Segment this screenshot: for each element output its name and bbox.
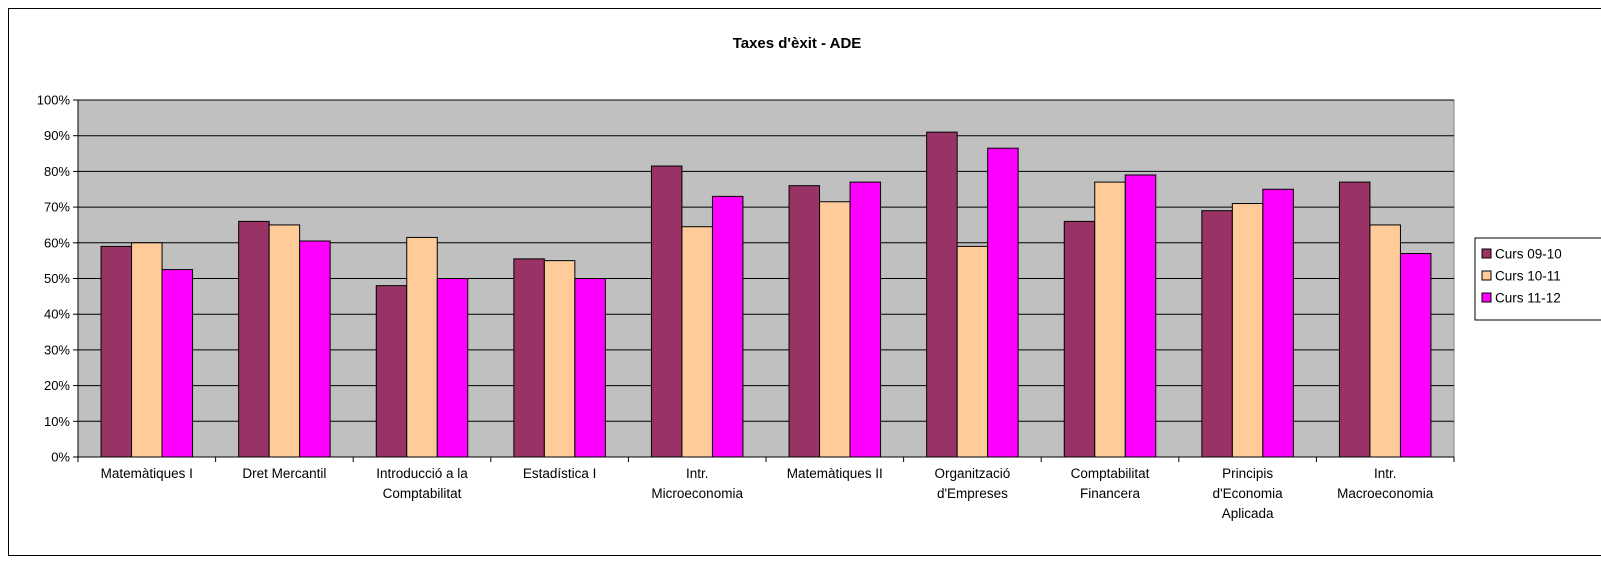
- y-tick-label: 10%: [44, 414, 70, 429]
- bar: [1399, 253, 1432, 458]
- legend-swatch: [1481, 270, 1492, 281]
- bar: [513, 258, 545, 458]
- bar: [711, 195, 744, 458]
- bar: [987, 147, 1019, 458]
- x-tick-label: Introducció a la Comptabilitat: [376, 466, 468, 501]
- bar: [299, 240, 331, 458]
- y-tick-label: 50%: [44, 271, 70, 286]
- x-tick-label: Estadística I: [523, 466, 597, 481]
- bar: [574, 278, 606, 458]
- bar: [1124, 174, 1157, 458]
- bar: [1369, 224, 1401, 458]
- bar: [788, 185, 821, 458]
- bar: [1063, 220, 1096, 458]
- bar: [650, 165, 683, 458]
- y-tick-label: 30%: [44, 342, 70, 357]
- bar: [819, 201, 851, 458]
- legend-label: Curs 11-12: [1495, 291, 1561, 306]
- chart-title: Taxes d'èxit - ADE: [733, 35, 862, 52]
- bar: [543, 260, 576, 458]
- bar: [681, 226, 713, 458]
- bar: [1231, 203, 1264, 458]
- bar: [161, 269, 194, 458]
- y-tick-label: 100%: [37, 93, 71, 108]
- x-tick-label: Intr. Macroeconomia: [1337, 466, 1434, 501]
- legend-label: Curs 09-10: [1495, 247, 1562, 262]
- x-tick-label: Intr. Microeconomia: [651, 466, 743, 501]
- y-tick-label: 0%: [51, 450, 70, 465]
- legend-swatch: [1481, 248, 1492, 259]
- bar: [406, 236, 438, 458]
- y-tick-label: 60%: [44, 235, 70, 250]
- bar: [926, 131, 958, 458]
- bar: [436, 278, 469, 458]
- x-tick-label: Comptabilitat Financera: [1071, 466, 1150, 501]
- bar: [100, 245, 133, 458]
- bar: [1201, 210, 1233, 458]
- y-tick-label: 80%: [44, 164, 70, 179]
- y-tick-label: 90%: [44, 128, 70, 143]
- bar: [268, 224, 301, 458]
- chart-frame: Taxes d'èxit - ADE 0% 10% 20% 30% 40% 50% 60% 7…: [8, 8, 1601, 556]
- bar: [849, 181, 882, 458]
- y-tick-label: 70%: [44, 200, 70, 215]
- y-tick-label: 20%: [44, 378, 70, 393]
- x-tick-label: Principis d'Economia Aplicada: [1213, 466, 1284, 521]
- bar: [1262, 188, 1294, 458]
- bar: [1094, 181, 1126, 458]
- x-tick-label: Matemàtiques II: [787, 466, 883, 481]
- bar: [956, 245, 989, 458]
- bar: [131, 242, 163, 458]
- legend-label: Curs 10-11: [1495, 269, 1561, 284]
- y-tick-label: 40%: [44, 307, 70, 322]
- chart: Taxes d'èxit - ADE 0% 10% 20% 30% 40% 50% 60% 7…: [37, 35, 1601, 521]
- bar: [1338, 181, 1371, 458]
- legend-swatch: [1481, 292, 1492, 303]
- x-tick-label: Dret Mercantil: [242, 466, 326, 481]
- x-tick-label: Organització d'Empreses: [935, 466, 1011, 501]
- x-tick-label: Matemàtiques I: [101, 466, 193, 481]
- bar: [238, 220, 270, 458]
- legend-box: [1474, 237, 1601, 321]
- bar: [375, 285, 408, 458]
